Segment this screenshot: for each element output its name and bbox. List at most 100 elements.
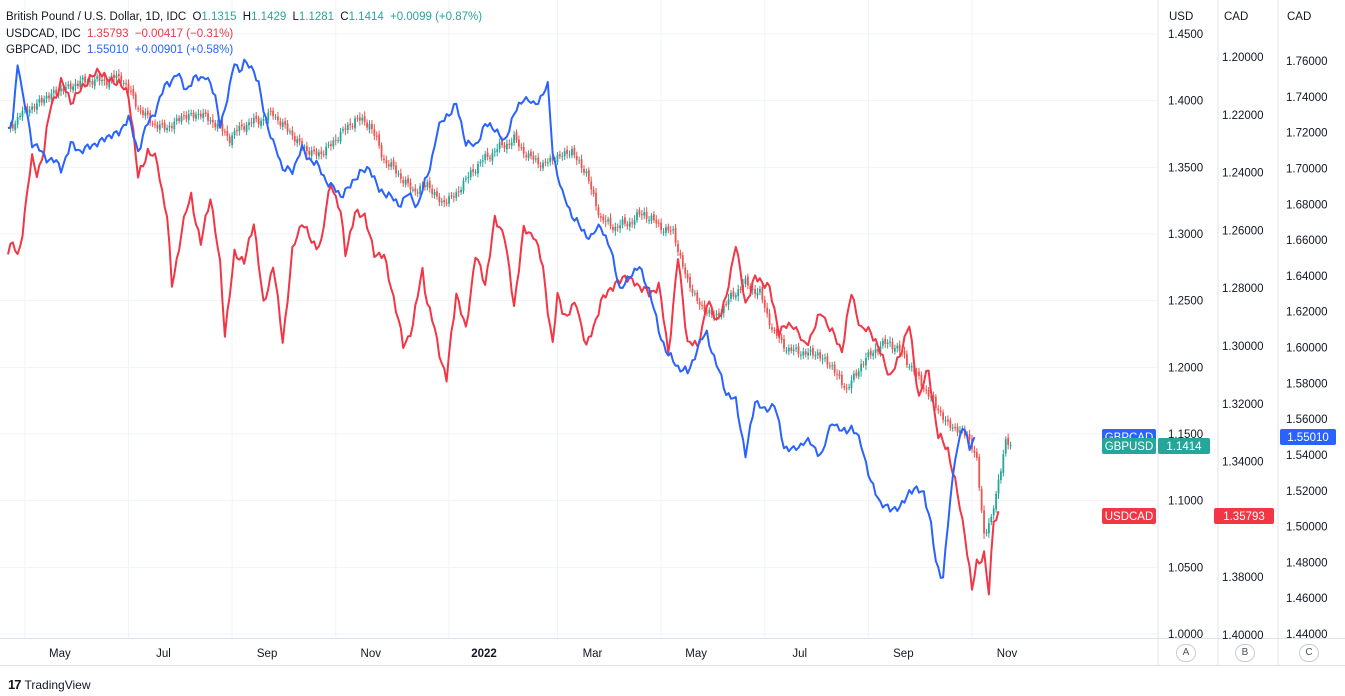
candle-body <box>918 371 920 376</box>
axis-a-button[interactable]: A <box>1176 644 1196 662</box>
candle-body <box>130 90 132 92</box>
candle-body <box>908 366 911 368</box>
candles-group <box>9 69 1012 540</box>
candle-body <box>927 390 930 397</box>
candle-body <box>436 191 438 197</box>
legend-l-label: L <box>292 11 299 23</box>
candle-body <box>515 132 518 141</box>
candle-body <box>262 119 265 122</box>
axis-c-tick: 1.54000 <box>1286 450 1328 462</box>
axis-c-tick: 1.60000 <box>1286 343 1328 355</box>
candle-body <box>185 115 188 119</box>
axis-c-tick: 1.74000 <box>1286 92 1328 104</box>
candle-body <box>303 146 306 149</box>
candle-body <box>361 117 364 121</box>
candle-body <box>947 419 949 422</box>
axis-b-tick: 1.24000 <box>1222 168 1264 180</box>
candle-body <box>363 116 366 123</box>
x-tick-label: 2022 <box>471 648 497 660</box>
candle-body <box>81 77 84 80</box>
candle-body <box>730 292 732 299</box>
candle-body <box>857 370 860 377</box>
badge-usdcad-label-bg <box>1102 508 1156 524</box>
candle-body <box>419 186 422 195</box>
candle-body <box>267 112 270 121</box>
candle-body <box>91 81 94 85</box>
candle-body <box>691 288 694 293</box>
candle-body <box>759 288 761 293</box>
candle-body <box>115 75 118 79</box>
candle-body <box>96 76 99 79</box>
candle-body <box>795 347 797 349</box>
candle-body <box>587 170 590 182</box>
axis-c-tick: 1.44000 <box>1286 629 1328 641</box>
candle-body <box>739 289 742 291</box>
candle-body <box>395 165 397 174</box>
candle-body <box>734 295 737 298</box>
brand-name: TradingView <box>24 677 91 692</box>
axis-b-tick: 1.38000 <box>1222 572 1264 584</box>
candle-body <box>120 75 123 82</box>
candle-body <box>869 350 872 356</box>
axis-c-button[interactable]: C <box>1299 644 1319 662</box>
candle-body <box>60 88 62 92</box>
badge-gbpcad-value-text: 1.55010 <box>1287 432 1329 444</box>
candle-body <box>783 338 785 349</box>
candle-body <box>399 173 402 179</box>
candle-body <box>508 143 511 145</box>
candle-body <box>640 214 643 216</box>
candle-body <box>881 340 884 346</box>
candle-body <box>768 313 771 326</box>
candle-body <box>424 185 426 187</box>
candle-body <box>103 79 106 81</box>
gbpcad-line <box>7 58 976 579</box>
candle-body <box>737 289 740 297</box>
candle-body <box>643 212 646 216</box>
candle-body <box>1004 439 1007 454</box>
candle-body <box>551 156 554 161</box>
candle-body <box>286 123 289 132</box>
candle-body <box>356 117 359 119</box>
candle-body <box>879 346 882 354</box>
candle-body <box>681 255 684 267</box>
candle-body <box>860 363 863 372</box>
candle-body <box>142 110 144 115</box>
axis-b-tick: 1.32000 <box>1222 399 1264 411</box>
candle-body <box>231 135 234 146</box>
candle-body <box>279 121 282 126</box>
candle-body <box>544 161 547 163</box>
candle-body <box>686 273 689 279</box>
candle-body <box>385 160 388 164</box>
candle-body <box>708 310 711 314</box>
candle-body <box>624 217 626 224</box>
candle-body <box>33 106 36 109</box>
candle-body <box>325 146 328 156</box>
badge-gbpusd-label-text: GBPUSD <box>1105 441 1154 453</box>
candle-body <box>36 103 38 110</box>
candle-body <box>530 151 532 157</box>
candle-body <box>433 192 436 196</box>
axis-c-tick: 1.76000 <box>1286 56 1328 68</box>
usdcad-line <box>7 67 1000 596</box>
legend-main-name: British Pound / U.S. Dollar, 1D, IDC <box>6 11 187 23</box>
candle-body <box>289 131 291 133</box>
axis-c-tick: 1.72000 <box>1286 128 1328 140</box>
axis-c-tick: 1.70000 <box>1286 163 1328 175</box>
candle-body <box>836 373 838 375</box>
candle-body <box>628 222 631 227</box>
candle-body <box>773 330 776 332</box>
legend-usdcad-name: USDCAD, IDC <box>6 27 81 40</box>
footer-brand[interactable]: 17 TradingView <box>8 677 91 692</box>
candle-body <box>342 129 344 131</box>
candle-body <box>411 189 414 191</box>
candle-body <box>125 83 127 85</box>
candle-body <box>334 139 337 141</box>
candle-body <box>937 408 940 411</box>
candle-body <box>204 112 207 115</box>
candle-body <box>154 123 156 125</box>
candle-body <box>669 230 672 232</box>
candle-body <box>549 157 552 163</box>
candle-body <box>38 99 41 103</box>
axis-b-button[interactable]: B <box>1235 644 1255 662</box>
